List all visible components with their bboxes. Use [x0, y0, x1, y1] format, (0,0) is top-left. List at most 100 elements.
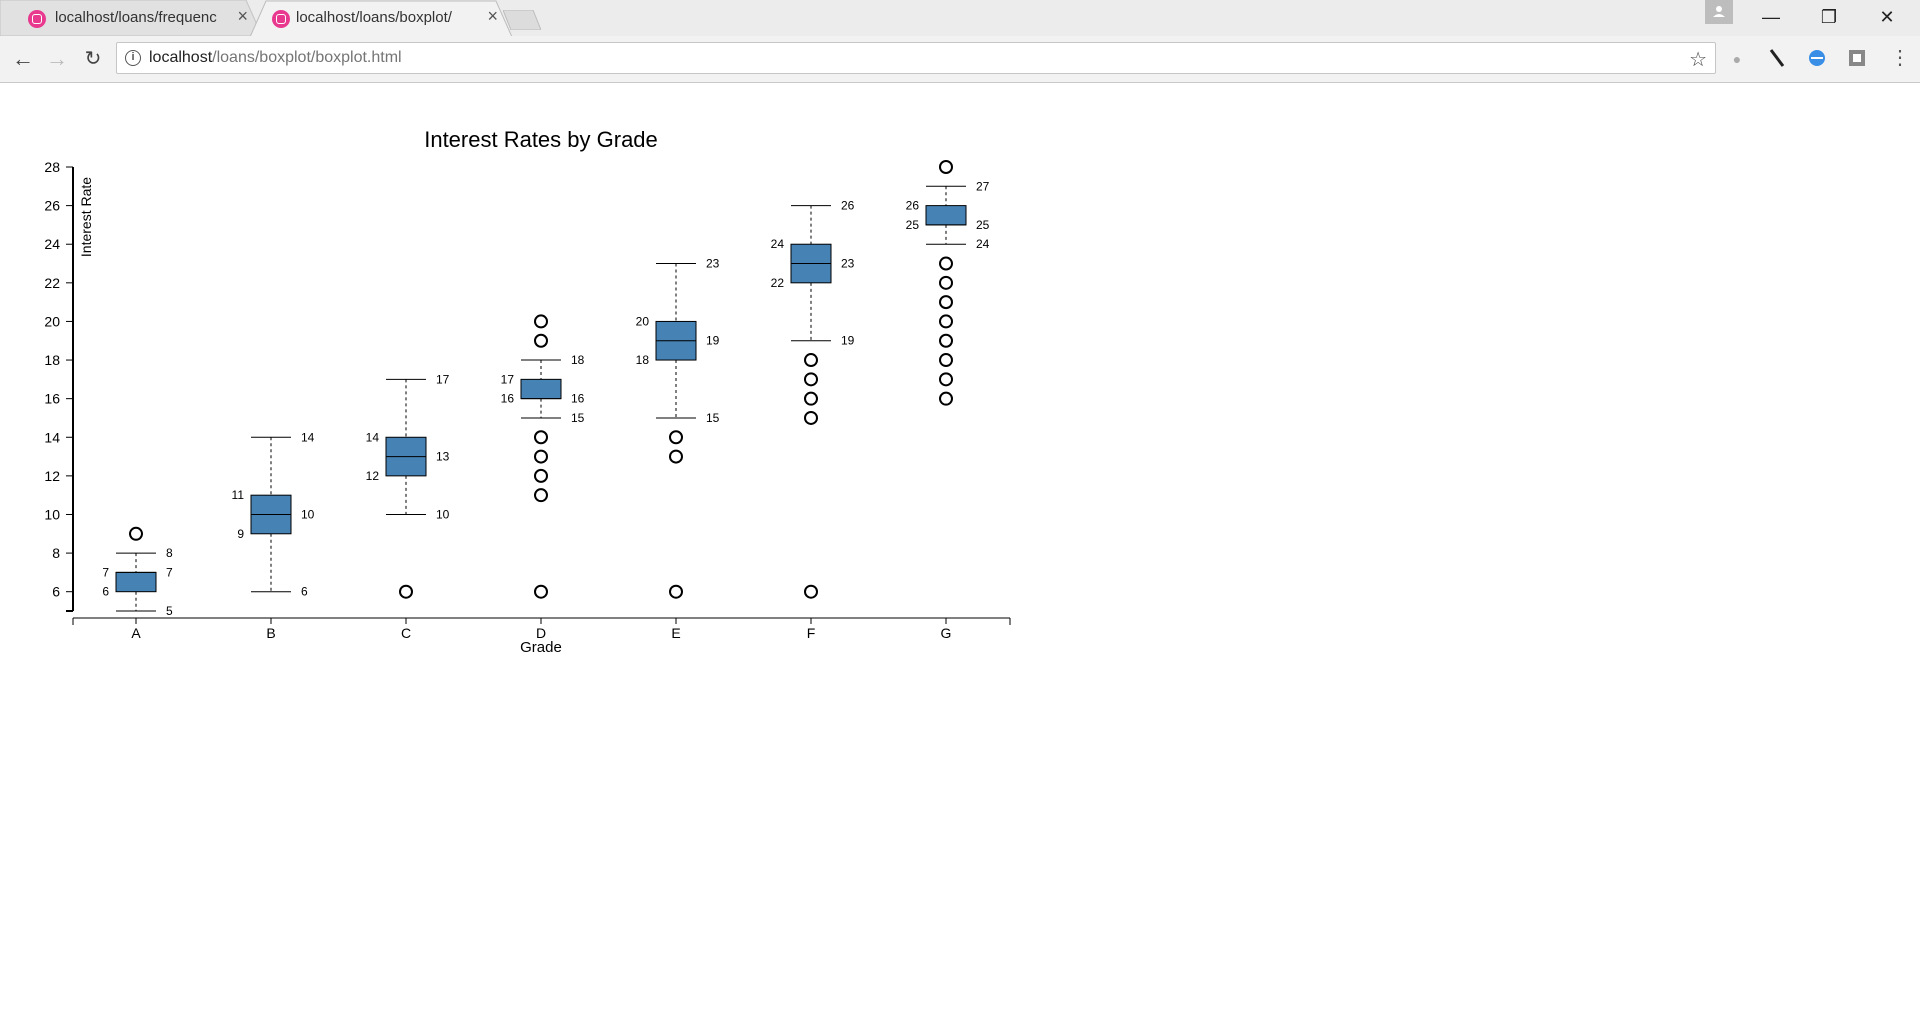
outlier-point [669, 449, 683, 464]
q1-label: 16 [501, 392, 515, 406]
forward-arrow-icon[interactable]: → [46, 46, 68, 71]
boxes-layer: 8577614610119171013141218151617162315192… [102, 160, 990, 618]
whisker-high-label: 26 [841, 199, 855, 213]
q3-label: 14 [366, 430, 380, 444]
close-tab-icon[interactable]: × [237, 6, 248, 26]
site-info-icon[interactable]: i [125, 50, 141, 66]
y-tick-label: 14 [44, 429, 60, 445]
browser-toolbar: ← → ↻ i localhost/loans/boxplot/boxplot.… [0, 36, 1920, 83]
outlier-point [399, 584, 413, 599]
y-tick-label: 10 [44, 506, 60, 522]
outlier-point [939, 295, 953, 310]
back-arrow-icon[interactable]: ← [12, 46, 34, 71]
outlier-point [804, 391, 818, 406]
outlier-point [939, 160, 953, 174]
profile-avatar-icon[interactable] [1705, 0, 1733, 24]
outlier-point [939, 333, 953, 348]
extension-slash-icon[interactable] [1766, 48, 1788, 70]
outlier-point [534, 449, 548, 464]
tab-shape [250, 0, 512, 36]
box-group-c: 17 10 13 14 12 [366, 372, 450, 599]
y-tick-label: 26 [44, 198, 60, 214]
box-group-d: 18 15 16 17 16 [501, 314, 585, 599]
chart-title: Interest Rates by Grade [424, 127, 658, 152]
whisker-high-label: 8 [166, 546, 173, 560]
extension-circle-icon[interactable]: ● [1732, 51, 1742, 67]
x-tick-label: C [401, 625, 411, 641]
tab-title: localhost/loans/boxplot/ [296, 9, 452, 26]
y-tick-label: 20 [44, 313, 60, 329]
wampserver-favicon-icon [28, 10, 46, 28]
q1-label: 12 [366, 469, 380, 483]
outlier-point [939, 256, 953, 271]
box-group-a: 8 5 7 7 6 [102, 526, 173, 618]
whisker-low-label: 15 [571, 411, 585, 425]
q3-label: 26 [906, 199, 920, 213]
whisker-low-label: 24 [976, 237, 990, 251]
outlier-point [804, 372, 818, 387]
tab-strip: localhost/loans/frequenc × localhost/loa… [0, 0, 1920, 36]
url-text: localhost/loans/boxplot/boxplot.html [149, 49, 402, 67]
url-path: /loans/boxplot/boxplot.html [212, 49, 402, 66]
whisker-high-label: 17 [436, 372, 450, 386]
window-close-button[interactable]: ✕ [1879, 7, 1895, 27]
q3-label: 24 [771, 237, 785, 251]
whisker-low-label: 15 [706, 411, 720, 425]
tab-boxplot[interactable]: localhost/loans/boxplot/ × [250, 0, 512, 36]
outlier-point [939, 372, 953, 387]
restore-button[interactable]: ❐ [1820, 7, 1838, 27]
outlier-point [939, 391, 953, 406]
reload-icon[interactable]: ↻ [84, 48, 102, 70]
iqr-box [520, 378, 562, 400]
boxplot-chart: Interest Rates by Grade Interest Rate Gr… [44, 127, 1011, 656]
x-tick-label: F [807, 625, 816, 641]
q3-label: 7 [102, 565, 109, 579]
outlier-point [129, 526, 143, 541]
y-tick-label: 28 [44, 159, 60, 175]
new-tab-button[interactable] [503, 10, 541, 30]
x-tick-label: G [941, 625, 952, 641]
y-tick-label: 16 [44, 391, 60, 407]
x-tick-label: A [131, 625, 141, 641]
y-tick-label: 12 [44, 468, 60, 484]
q3-label: 17 [501, 372, 515, 386]
y-axis-label: Interest Rate [78, 177, 94, 257]
y-tick-label: 6 [52, 584, 60, 600]
whisker-low-label: 6 [301, 585, 308, 599]
box-group-e: 23 15 19 20 18 [636, 257, 720, 599]
extension-blue-circle-icon[interactable] [1806, 48, 1828, 70]
median-label: 7 [166, 565, 173, 579]
outlier-point [804, 353, 818, 368]
outlier-point [534, 488, 548, 503]
person-icon [1713, 6, 1725, 17]
wampserver-favicon-icon [272, 10, 290, 28]
outlier-point [939, 275, 953, 290]
q3-label: 20 [636, 314, 650, 328]
whisker-low-label: 19 [841, 334, 855, 348]
url-host: localhost [149, 49, 213, 66]
iqr-box [115, 571, 157, 593]
tab-title: localhost/loans/frequenc [55, 9, 217, 26]
x-tick-label: B [266, 625, 275, 641]
y-tick-label: 18 [44, 352, 60, 368]
whisker-high-label: 18 [571, 353, 585, 367]
iqr-box [925, 205, 967, 226]
close-tab-icon[interactable]: × [487, 6, 498, 26]
q1-label: 6 [102, 585, 109, 599]
outlier-point [669, 584, 683, 599]
minimize-button[interactable]: — [1762, 7, 1780, 27]
whisker-high-label: 23 [706, 257, 720, 271]
x-tick-label: E [671, 625, 680, 641]
address-bar[interactable]: i localhost/loans/boxplot/boxplot.html ☆ [116, 42, 1716, 74]
browser-menu-icon[interactable]: ⋮ [1890, 47, 1910, 69]
bookmark-star-icon[interactable]: ☆ [1689, 49, 1707, 71]
y-tick-label: 22 [44, 275, 60, 291]
outlier-point [804, 410, 818, 425]
median-label: 23 [841, 257, 855, 271]
box-group-f: 26 19 23 24 22 [771, 199, 855, 599]
q1-label: 18 [636, 353, 650, 367]
outlier-point [534, 468, 548, 483]
tab-frequency[interactable]: localhost/loans/frequenc × [0, 0, 262, 36]
tab-shape [0, 0, 262, 36]
extension-square-icon[interactable] [1846, 48, 1868, 70]
